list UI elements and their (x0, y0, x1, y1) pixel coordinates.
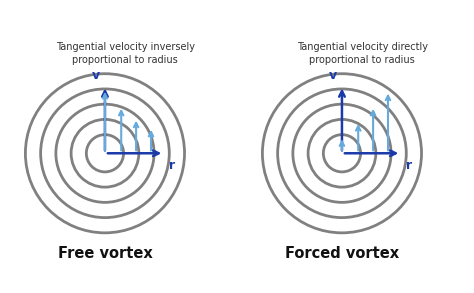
Text: r: r (169, 159, 175, 172)
Text: Forced vortex: Forced vortex (285, 246, 399, 261)
Text: Tangential velocity directly
proportional to radius: Tangential velocity directly proportiona… (297, 42, 428, 65)
Text: Tangential velocity inversely
proportional to radius: Tangential velocity inversely proportion… (56, 42, 195, 65)
Text: v: v (92, 69, 100, 82)
Text: v: v (329, 69, 337, 82)
Text: r: r (406, 159, 412, 172)
Text: Free vortex: Free vortex (57, 246, 152, 261)
